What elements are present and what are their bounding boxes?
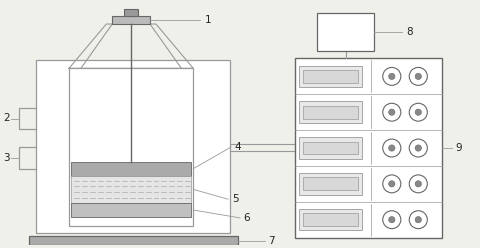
Circle shape: [383, 67, 401, 85]
Bar: [302, 106, 358, 119]
Text: 7: 7: [268, 236, 275, 246]
Circle shape: [409, 103, 427, 121]
Circle shape: [409, 139, 427, 157]
Bar: [302, 142, 358, 155]
Circle shape: [383, 211, 401, 229]
Bar: [124, 9, 138, 16]
Bar: [71, 203, 192, 217]
Text: 1: 1: [205, 15, 212, 25]
Circle shape: [383, 103, 401, 121]
Bar: [295, 59, 442, 238]
Text: 5: 5: [232, 194, 239, 204]
Circle shape: [383, 139, 401, 157]
Bar: [299, 66, 362, 87]
Circle shape: [409, 175, 427, 193]
Bar: [29, 236, 238, 246]
Circle shape: [389, 181, 395, 187]
Bar: [299, 137, 362, 159]
Text: 3: 3: [3, 153, 10, 163]
Circle shape: [383, 175, 401, 193]
Bar: [71, 162, 192, 176]
Text: 8: 8: [406, 27, 412, 37]
Bar: [302, 213, 358, 226]
Circle shape: [415, 109, 421, 115]
Circle shape: [409, 67, 427, 85]
Circle shape: [389, 109, 395, 115]
Circle shape: [389, 145, 395, 151]
Text: 2: 2: [3, 113, 10, 123]
Circle shape: [409, 211, 427, 229]
Circle shape: [415, 217, 421, 223]
Bar: [69, 68, 193, 226]
Bar: [299, 209, 362, 230]
Text: 9: 9: [456, 143, 462, 153]
Circle shape: [415, 145, 421, 151]
Bar: [302, 70, 358, 83]
Circle shape: [389, 73, 395, 80]
Circle shape: [415, 181, 421, 187]
Text: 6: 6: [244, 213, 250, 223]
Bar: [112, 16, 150, 24]
Bar: [36, 61, 230, 233]
Text: 4: 4: [235, 142, 241, 152]
Bar: [299, 173, 362, 195]
Circle shape: [415, 73, 421, 80]
Circle shape: [389, 217, 395, 223]
Bar: [71, 176, 192, 203]
Bar: [299, 101, 362, 123]
Bar: [302, 177, 358, 190]
Bar: [317, 13, 374, 51]
